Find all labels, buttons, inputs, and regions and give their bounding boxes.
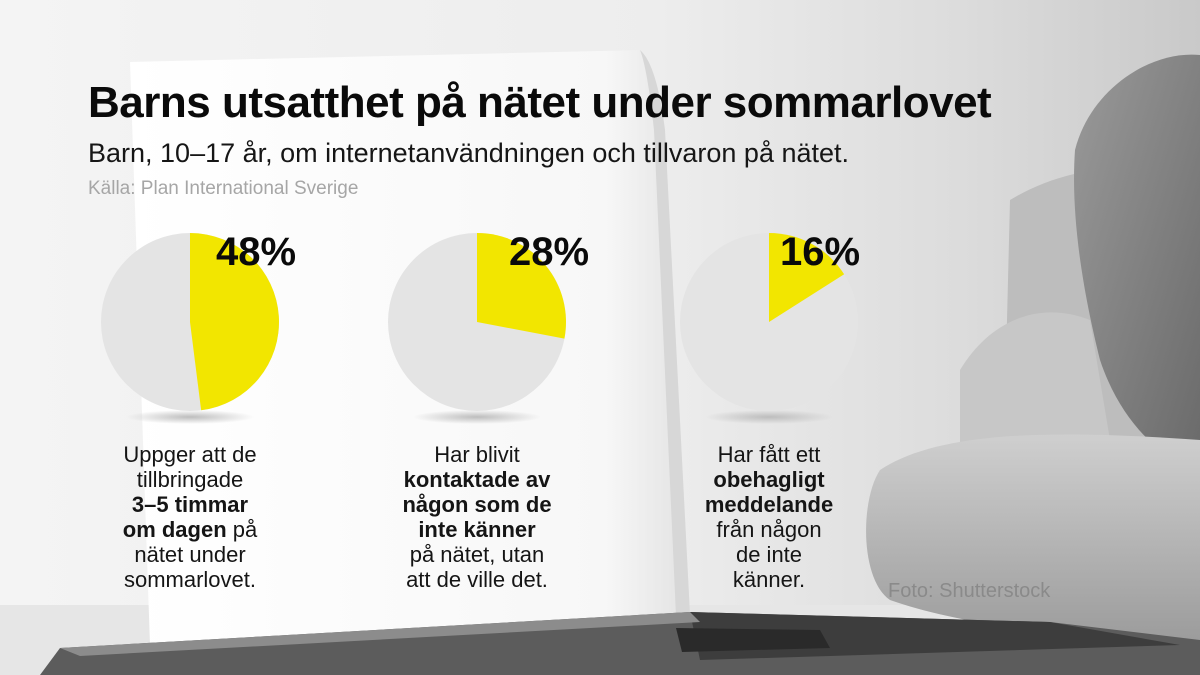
- percent-label-2: 28%: [509, 230, 590, 274]
- pie-shadow-1: [125, 410, 255, 424]
- description-text: tillbringade: [136, 467, 244, 492]
- description-line: de inte: [619, 542, 919, 567]
- emphasis-text: inte känner: [418, 517, 536, 542]
- description-text: känner.: [732, 567, 806, 592]
- description-text: nätet under: [134, 542, 246, 567]
- description-line: kontaktade av: [327, 467, 627, 492]
- description-line: obehagligt: [619, 467, 919, 492]
- photo-credit: Foto: Shutterstock: [888, 580, 1051, 602]
- percent-label-3: 16%: [780, 230, 861, 274]
- percent-label-1: 48%: [216, 230, 297, 274]
- description-text: på: [226, 517, 258, 542]
- description-text: sommarlovet.: [123, 567, 257, 592]
- description-line: Har fått ett: [619, 442, 919, 467]
- pie-slice-2: [477, 233, 566, 339]
- description-text: Har blivit: [434, 442, 520, 467]
- chart-title: Barns utsatthet på nätet under sommarlov…: [88, 78, 992, 127]
- description-line: nätet under: [40, 542, 340, 567]
- description-text: Uppger att de: [123, 442, 257, 467]
- chart-subtitle: Barn, 10–17 år, om internetanvändningen …: [88, 138, 850, 168]
- pie-chart-3: [680, 233, 858, 424]
- pie-chart-1: [101, 233, 280, 424]
- description-line: någon som de: [327, 492, 627, 517]
- description-line: meddelande: [619, 492, 919, 517]
- pie-description-3: Har fått ett obehagligt meddelande från någ…: [619, 442, 919, 592]
- description-line: tillbringade: [40, 467, 340, 492]
- description-line: sommarlovet.: [40, 567, 340, 592]
- description-text: Har fått ett: [717, 442, 821, 467]
- pie-shadow-2: [412, 410, 542, 424]
- pie-slice-1: [190, 233, 280, 411]
- description-line: inte känner: [327, 517, 627, 542]
- pie-description-2: Har blivit kontaktade av någon som de inte …: [327, 442, 627, 592]
- description-line: från någon: [619, 517, 919, 542]
- pie-slice-3: [769, 233, 845, 322]
- emphasis-text: 3–5 timmar: [131, 492, 249, 517]
- description-text: de inte: [735, 542, 803, 567]
- pie-block-1: 48% Uppger att de tillbringade 3–5 timmar o…: [40, 226, 340, 606]
- emphasis-text: om dagen: [122, 517, 227, 542]
- pie-shadow-3: [704, 410, 834, 424]
- pie-block-3: 16% Har fått ett obehagligt meddelande från…: [619, 226, 919, 606]
- pie-chart-2: [388, 233, 566, 424]
- description-line: Uppger att de: [40, 442, 340, 467]
- description-line: på nätet, utan: [327, 542, 627, 567]
- source-note: Källa: Plan International Sverige: [88, 178, 359, 199]
- emphasis-text: kontaktade av: [403, 467, 551, 492]
- description-line: Har blivit: [327, 442, 627, 467]
- emphasis-text: obehagligt: [713, 467, 825, 492]
- description-text: att de ville det.: [406, 567, 548, 592]
- description-line: känner.: [619, 567, 919, 592]
- pie-block-2: 28% Har blivit kontaktade av någon som de i…: [327, 226, 627, 606]
- description-text: på nätet, utan: [409, 542, 545, 567]
- description-line: 3–5 timmar: [40, 492, 340, 517]
- pie-description-1: Uppger att de tillbringade 3–5 timmar om da…: [40, 442, 340, 592]
- description-line: om dagen på: [40, 517, 340, 542]
- emphasis-text: någon som de: [402, 492, 552, 517]
- description-text: från någon: [716, 517, 822, 542]
- description-line: att de ville det.: [327, 567, 627, 592]
- emphasis-text: meddelande: [704, 492, 834, 517]
